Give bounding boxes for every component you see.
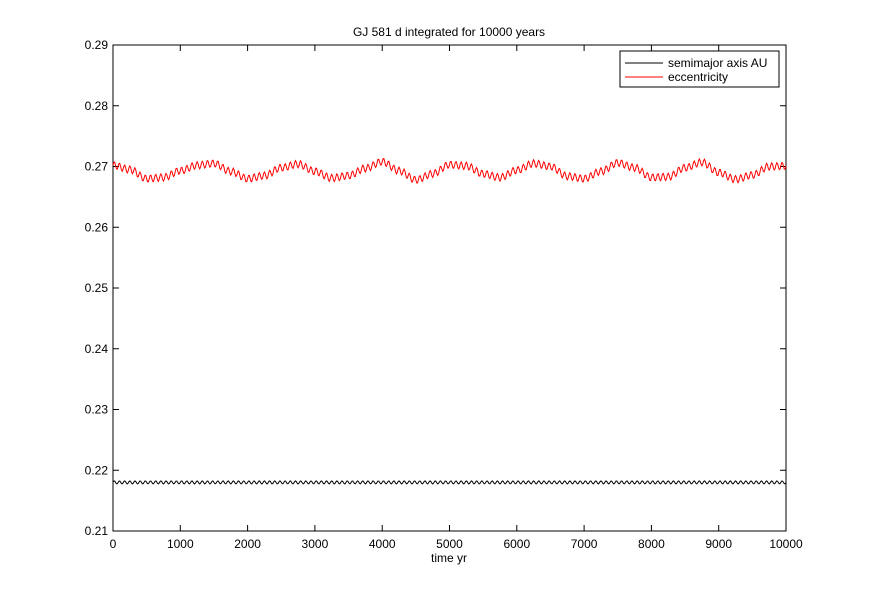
series-line-1 xyxy=(112,157,787,184)
x-tick-label: 0 xyxy=(110,537,117,551)
x-tick-label: 5000 xyxy=(436,537,463,551)
x-tick-label: 1000 xyxy=(167,537,194,551)
legend-box xyxy=(619,50,780,88)
x-tick-label: 7000 xyxy=(571,537,598,551)
y-tick-label: 0.28 xyxy=(85,99,109,113)
y-tick-label: 0.25 xyxy=(85,281,109,295)
y-tick-label: 0.29 xyxy=(85,38,109,52)
y-tick-label: 0.21 xyxy=(85,524,109,538)
x-tick-label: 8000 xyxy=(638,537,665,551)
y-tick-label: 0.22 xyxy=(85,463,109,477)
y-axis: 0.21 0.22 0.23 0.24 0.25 0.26 0.27 0.28 0.29 xyxy=(85,38,786,538)
x-axis-label: time yr xyxy=(431,551,467,565)
y-tick-label: 0.26 xyxy=(85,220,109,234)
x-axis: 0 1000 2000 3000 4000 5000 6000 7000 8000 9000 100… xyxy=(110,45,803,551)
x-tick-label: 10000 xyxy=(769,537,803,551)
x-tick-label: 9000 xyxy=(705,537,732,551)
series-line-0 xyxy=(112,480,787,485)
y-tick-label: 0.24 xyxy=(85,342,109,356)
legend-label: eccentricity xyxy=(668,70,728,84)
plot-area xyxy=(112,44,787,532)
x-tick-label: 6000 xyxy=(503,537,530,551)
x-tick-label: 2000 xyxy=(234,537,261,551)
legend-label: semimajor axis AU xyxy=(668,56,767,70)
chart-title: GJ 581 d integrated for 10000 years xyxy=(353,25,545,39)
x-tick-label: 4000 xyxy=(369,537,396,551)
x-tick-label: 3000 xyxy=(302,537,329,551)
y-tick-label: 0.27 xyxy=(85,160,109,174)
series-layer xyxy=(112,157,787,485)
y-tick-label: 0.23 xyxy=(85,403,109,417)
